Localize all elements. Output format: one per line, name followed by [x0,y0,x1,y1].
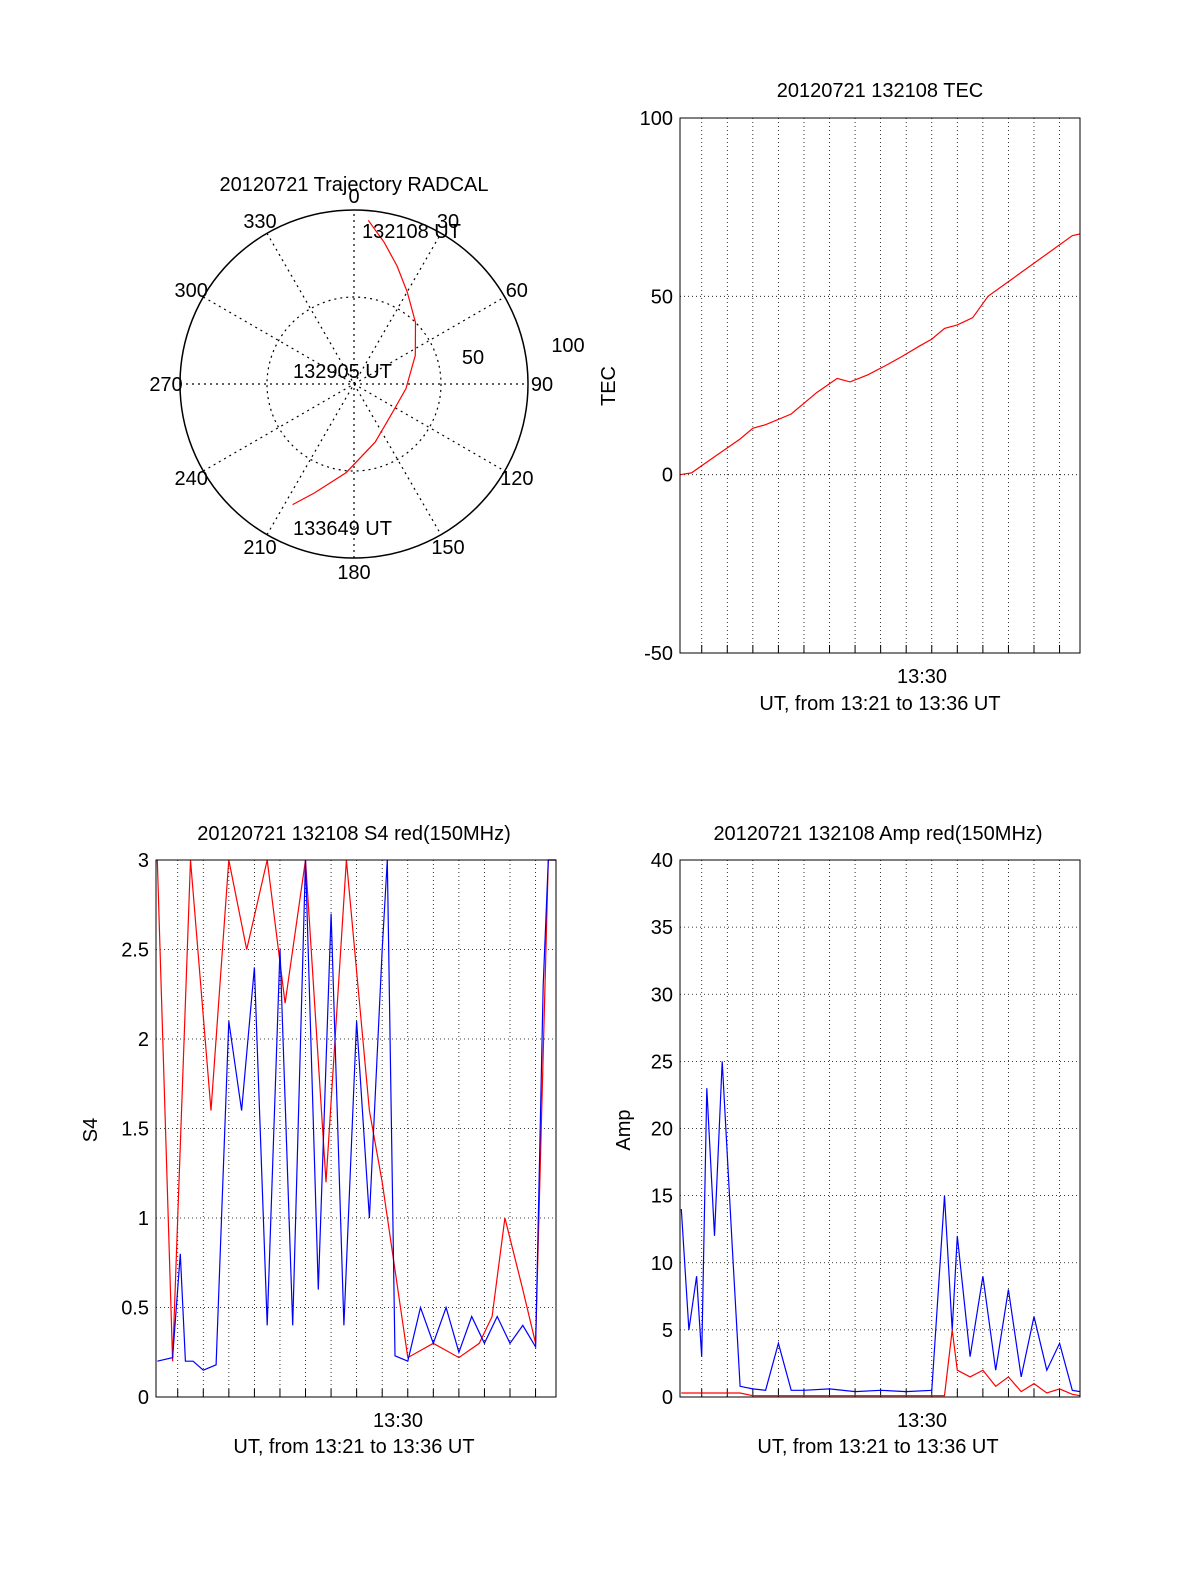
trajectory-line [292,219,417,506]
azimuth-labels: 0 30 60 90 120 150 180 210 240 270 300 330 [149,186,553,584]
y-tick-label: 35 [651,917,673,939]
tec-y-axis-label: TEC [598,366,620,406]
s4-blue-line [157,859,556,1371]
y-tick-label: 0 [662,465,673,487]
y-tick-label: 15 [651,1186,673,1208]
y-tick-label: 0 [138,1387,149,1409]
trajectory-panel: 20120721 Trajectory RADCAL 0 30 60 90 120 150… [149,174,584,584]
amp-title: 20120721 132108 Amp red(150MHz) [713,823,1042,845]
azimuth-label-180: 180 [337,562,370,584]
s4-y-tick-labels: 0 0.5 1 1.5 2 2.5 3 [121,850,149,1409]
azimuth-label-240: 240 [174,468,207,490]
amp-x-tick-1330: 13:30 [897,1410,947,1432]
s4-red-line [156,859,556,1362]
tec-grid [680,117,1080,654]
amp-red-line [681,1329,1081,1397]
azimuth-label-120: 120 [500,468,533,490]
y-tick-label: 2 [138,1029,149,1051]
s4-frame [155,859,557,1398]
radial-label-100: 100 [551,335,584,357]
tec-x-axis-label: UT, from 13:21 to 13:36 UT [759,693,1000,715]
trajectory-mid-label: 132905 UT [293,361,392,383]
amp-y-axis-label: Amp [613,1109,635,1150]
s4-title: 20120721 132108 S4 red(150MHz) [197,823,511,845]
y-tick-label: 0 [662,1387,673,1409]
y-tick-label: 1.5 [121,1119,149,1141]
azimuth-label-300: 300 [174,280,207,302]
azimuth-label-30: 30 [437,211,459,233]
azimuth-label-270: 270 [149,374,182,396]
s4-y-axis-label: S4 [80,1118,102,1142]
polar-spokes [180,210,528,558]
s4-grid [156,859,556,1398]
inner-ring [266,296,442,472]
azimuth-label-150: 150 [431,537,464,559]
polar-spoke [266,233,442,535]
y-tick-label: 3 [138,850,149,872]
trajectory-title: 20120721 Trajectory RADCAL [219,174,488,196]
y-tick-label: 20 [651,1119,673,1141]
tec-y-tick-labels: -50 0 50 100 [640,108,673,665]
tec-panel: 20120721 132108 TEC -50 0 50 100 13:30 UT, … [598,80,1081,715]
azimuth-label-330: 330 [243,211,276,233]
tec-title: 20120721 132108 TEC [777,80,983,102]
azimuth-label-210: 210 [243,537,276,559]
azimuth-label-0: 0 [348,186,359,208]
amp-grid [680,859,1080,1398]
s4-x-tick-1330: 13:30 [373,1410,423,1432]
y-tick-label: 30 [651,984,673,1006]
trajectory-end-label: 133649 UT [293,518,392,540]
y-tick-label: 0.5 [121,1298,149,1320]
y-tick-label: -50 [644,643,673,665]
amp-panel: 20120721 132108 Amp red(150MHz) 0 5 10 15 20… [613,823,1081,1458]
azimuth-label-90: 90 [531,374,553,396]
amp-blue-line [680,1061,1081,1393]
y-tick-label: 2.5 [121,940,149,962]
y-tick-label: 25 [651,1051,673,1073]
y-tick-label: 40 [651,850,673,872]
y-tick-label: 50 [651,286,673,308]
azimuth-label-60: 60 [506,280,528,302]
tec-x-tick-1330: 13:30 [897,666,947,688]
y-tick-label: 1 [138,1208,149,1230]
tec-line [679,233,1081,476]
s4-x-axis-label: UT, from 13:21 to 13:36 UT [233,1436,474,1458]
trajectory-start-label: 132108 UT [362,221,461,243]
radial-label-50: 50 [462,347,484,369]
amp-frame [679,859,1081,1398]
amp-y-tick-labels: 0 5 10 15 20 25 30 35 40 [651,850,673,1409]
y-tick-label: 10 [651,1253,673,1275]
s4-panel: 20120721 132108 S4 red(150MHz) 0 0.5 1 1.5 2… [80,823,557,1458]
tec-frame [679,117,1081,654]
amp-x-axis-label: UT, from 13:21 to 13:36 UT [757,1436,998,1458]
y-tick-label: 5 [662,1320,673,1342]
y-tick-label: 100 [640,108,673,130]
